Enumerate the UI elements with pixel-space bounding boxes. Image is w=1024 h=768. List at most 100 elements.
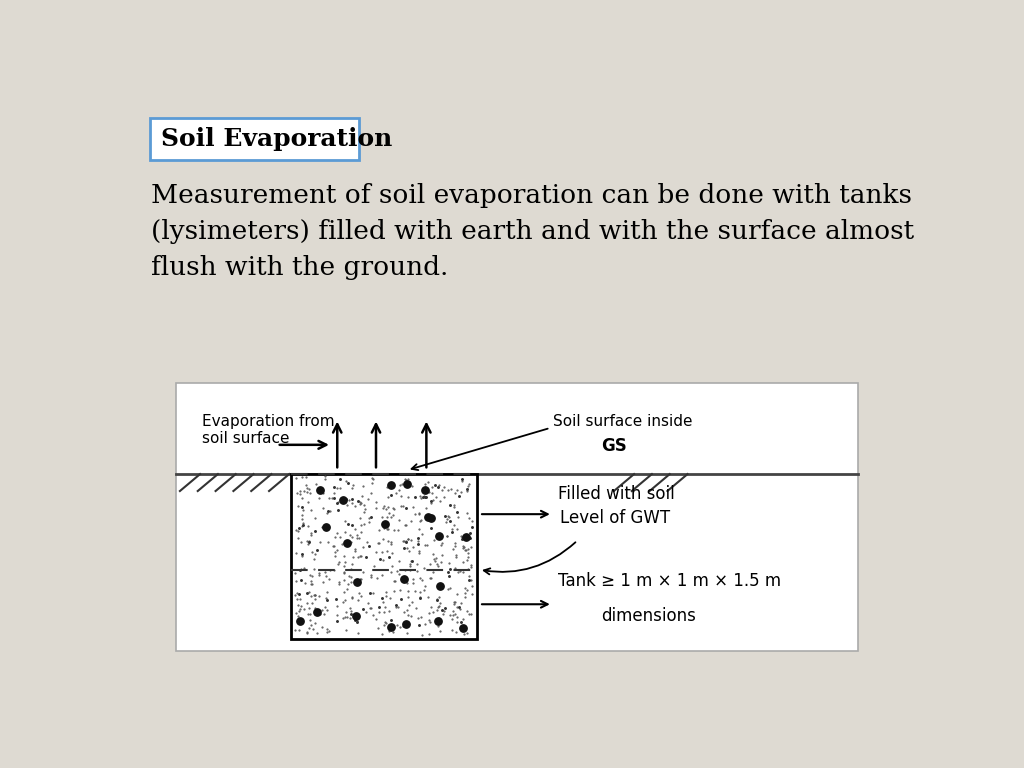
Point xyxy=(374,546,390,558)
Point xyxy=(349,615,366,627)
Point xyxy=(439,566,456,578)
Text: Evaporation from
soil surface: Evaporation from soil surface xyxy=(202,414,334,446)
Point xyxy=(329,600,345,612)
Point xyxy=(308,605,325,617)
Point xyxy=(329,527,345,539)
Point xyxy=(441,563,458,575)
Point xyxy=(378,502,394,515)
Point xyxy=(364,476,380,488)
Point xyxy=(306,588,323,601)
Point xyxy=(381,551,397,563)
Point xyxy=(424,606,440,618)
Point xyxy=(401,545,418,557)
Point xyxy=(319,585,336,598)
Point xyxy=(305,623,322,635)
Point xyxy=(379,545,395,557)
Point xyxy=(378,589,394,601)
Point xyxy=(384,508,400,521)
Point xyxy=(461,570,477,582)
Point xyxy=(288,547,304,559)
Point xyxy=(346,545,362,557)
Point xyxy=(423,601,439,613)
Point xyxy=(421,616,437,628)
Point xyxy=(317,591,334,604)
Point xyxy=(429,528,445,540)
Point xyxy=(301,535,317,548)
Point xyxy=(344,497,360,509)
Point xyxy=(376,619,392,631)
Point xyxy=(335,596,351,608)
Point xyxy=(411,522,427,535)
Point xyxy=(308,545,325,557)
Point xyxy=(300,496,316,508)
Point xyxy=(431,530,447,542)
Point xyxy=(339,537,355,549)
Point xyxy=(399,472,416,485)
Point xyxy=(421,627,437,640)
Point xyxy=(438,530,455,542)
Point xyxy=(446,502,463,514)
Point xyxy=(358,551,375,563)
Point xyxy=(359,535,376,548)
Point xyxy=(317,521,334,534)
Point xyxy=(417,617,433,630)
Point xyxy=(461,574,477,586)
Point xyxy=(327,531,343,544)
Point xyxy=(348,532,365,545)
Point xyxy=(377,601,393,613)
Point xyxy=(330,495,346,508)
Bar xyxy=(291,474,477,639)
Point xyxy=(388,487,404,499)
Point xyxy=(394,620,411,632)
Point xyxy=(398,627,415,639)
Point xyxy=(294,471,310,483)
Point xyxy=(340,570,356,582)
Point xyxy=(338,475,354,488)
Point xyxy=(447,608,464,621)
Point xyxy=(385,585,401,598)
Point xyxy=(297,471,313,483)
Point xyxy=(351,587,368,599)
Point xyxy=(404,501,421,513)
Point xyxy=(350,495,367,508)
Point xyxy=(449,484,465,496)
Point xyxy=(287,567,303,579)
Point xyxy=(310,492,327,504)
Point xyxy=(445,609,462,621)
Point xyxy=(302,487,318,499)
Point xyxy=(308,627,325,639)
Point xyxy=(295,517,311,529)
Point xyxy=(307,607,324,620)
Point xyxy=(319,594,336,606)
Point xyxy=(452,602,468,614)
Point xyxy=(397,519,414,531)
Text: Measurement of soil evaporation can be done with tanks
(lysimeters) filled with : Measurement of soil evaporation can be d… xyxy=(152,183,914,280)
Point xyxy=(446,488,463,500)
Point xyxy=(302,614,318,626)
Point xyxy=(334,538,350,551)
Point xyxy=(389,564,406,577)
Point xyxy=(458,544,474,556)
Point xyxy=(410,535,426,547)
Point xyxy=(399,491,416,503)
Point xyxy=(393,500,410,512)
Point xyxy=(389,619,406,631)
Point xyxy=(402,554,419,567)
Point xyxy=(344,531,360,543)
Point xyxy=(292,485,308,497)
Point xyxy=(454,475,470,488)
Point xyxy=(463,574,479,587)
Point xyxy=(462,531,478,544)
Point xyxy=(343,535,359,548)
Point xyxy=(398,618,415,631)
Point xyxy=(456,613,472,625)
Point xyxy=(294,492,310,504)
Point xyxy=(420,476,436,488)
Point xyxy=(296,562,312,574)
Point xyxy=(449,588,465,601)
Point xyxy=(301,602,317,614)
Point xyxy=(291,605,307,617)
Point xyxy=(463,561,479,573)
Point xyxy=(437,602,454,614)
Point xyxy=(455,556,471,568)
